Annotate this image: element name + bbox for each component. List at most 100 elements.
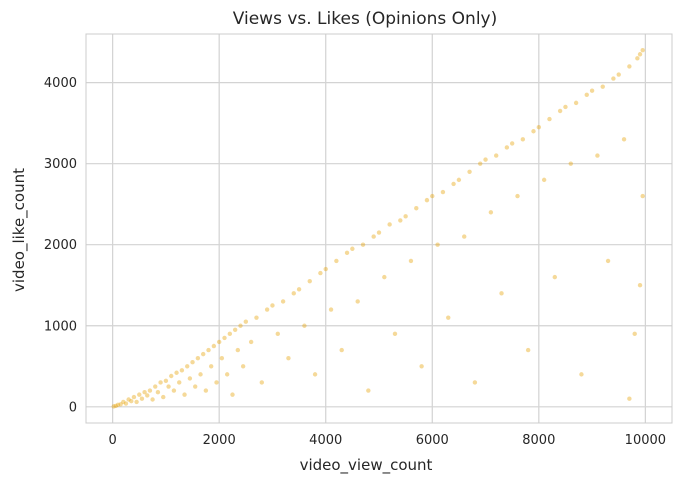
scatter-point [174,370,179,375]
scatter-point [494,153,499,158]
scatter-point [414,206,419,211]
scatter-point [456,177,462,183]
scatter-point [595,153,600,158]
x-axis-ticks: 0 2000 4000 6000 8000 10000 [108,433,666,448]
scatter-point [312,372,318,377]
scatter-point [177,380,182,385]
x-tick-label: 8000 [522,433,555,448]
scatter-point [334,258,339,264]
scatter-point [115,402,121,407]
scatter-point [419,364,424,369]
scatter-point [259,380,264,385]
scatter-point [171,388,177,393]
scatter-point [235,347,241,353]
scatter-point [153,384,158,389]
scatter-point [376,230,382,235]
scatter-point [382,274,387,280]
scatter-point [230,392,235,397]
scatter-point [339,347,344,353]
scatter-point [627,396,632,401]
scatter-point [640,48,645,53]
scatter-point [392,331,398,337]
scatter-point [344,250,350,256]
scatter-point [118,402,123,407]
scatter-point [134,399,139,405]
scatter-point [222,335,227,341]
scatter-point [472,380,478,385]
scatter-point [488,210,494,215]
scatter-point [483,157,488,162]
x-tick-label: 0 [108,433,116,448]
scatter-point [185,364,190,369]
y-tick-label: 1000 [44,319,77,334]
scatter-point [139,396,145,401]
scatter-point [430,193,435,199]
scatter-point [158,380,163,385]
scatter-point [219,355,225,361]
scatter-point [547,116,552,122]
scatter-point [206,347,211,353]
scatter-point [131,394,137,400]
scatter-point [248,339,254,345]
scatter-point [187,376,193,381]
scatter-point [198,372,203,377]
scatter-point [193,384,198,389]
scatter-point [579,372,584,377]
scatter-point [195,355,201,361]
scatter-point [129,398,134,404]
scatter-point [113,403,119,409]
scatter-point [307,278,312,284]
scatter-point [126,397,131,402]
scatter-point [150,397,155,402]
scatter-point [121,399,126,405]
scatter-point [286,355,291,361]
scatter-point [440,189,446,195]
scatter-point [635,56,640,61]
scatter-point [371,234,376,239]
scatter-point [208,364,214,369]
scatter-point [201,351,206,357]
chart-title: Views vs. Likes (Opinions Only) [233,9,498,29]
scatter-point [254,315,259,320]
scatter-point [478,161,483,166]
scatter-point [435,242,440,247]
scatter-point [632,331,637,337]
scatter-point [589,88,595,93]
scatter-point [504,145,510,150]
scatter-point [536,124,542,130]
scatter-point [318,270,323,276]
scatter-point [323,266,328,272]
scatter-point [446,315,451,320]
scatter-point [161,394,166,400]
scatter-point [541,177,547,183]
scatter-point [264,307,270,312]
scatter-point [280,299,286,304]
scatter-point [499,291,504,296]
scatter-point [621,137,627,142]
x-tick-label: 6000 [416,433,449,448]
scatter-point [190,360,195,365]
scatter-point [525,347,531,353]
scatter-point [451,181,456,187]
scatter-point [111,404,116,409]
scatter-point [182,392,187,397]
scatter-point [403,214,408,219]
scatter-point [563,104,568,110]
scatter-point [640,193,645,199]
y-tick-label: 4000 [44,76,77,91]
scatter-point [573,100,579,106]
plot-area [86,34,672,423]
scatter-point [240,364,246,369]
scatter-point [155,390,161,395]
scatter-point [243,319,249,324]
scatter-point [232,327,238,333]
scatter-point [137,392,142,397]
scatter-point [123,401,129,406]
scatter-point [302,323,307,328]
scatter-point [568,161,573,166]
x-axis-label: video_view_count [300,456,433,475]
x-tick-label: 4000 [309,433,342,448]
scatter-point [520,137,526,142]
scatter-point [270,303,275,308]
